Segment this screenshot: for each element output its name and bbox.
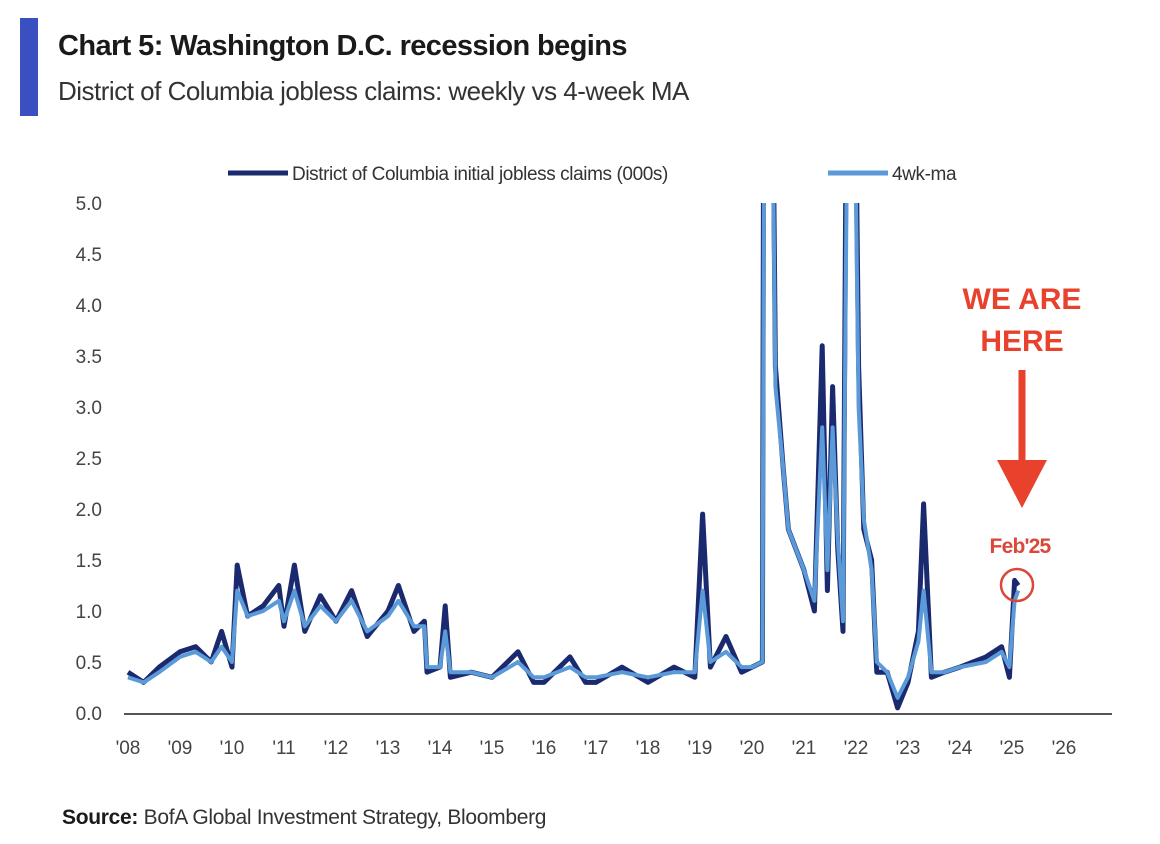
series-4wk-ma-line xyxy=(127,203,1021,700)
x-tick-label: '22 xyxy=(844,738,869,759)
x-tick-label: '15 xyxy=(480,738,505,759)
arrow-down-icon xyxy=(997,460,1047,508)
x-tick-label: '11 xyxy=(272,738,295,759)
y-tick-label: 1.0 xyxy=(76,602,102,623)
legend: District of Columbia initial jobless cla… xyxy=(228,164,957,185)
x-tick-label: '09 xyxy=(168,738,193,759)
annotation-line1: WE ARE xyxy=(963,283,1082,316)
y-tick-label: 2.5 xyxy=(76,449,102,470)
x-tick-label: '12 xyxy=(324,738,349,759)
y-tick-label: 0.5 xyxy=(76,653,102,674)
y-tick-label: 4.0 xyxy=(76,296,102,317)
source-label: Source: xyxy=(62,806,139,829)
y-tick-label: 0.0 xyxy=(76,704,102,725)
chart-subtitle: District of Columbia jobless claims: wee… xyxy=(58,76,689,106)
x-tick-label: '20 xyxy=(740,738,765,759)
legend-label-ma: 4wk-ma xyxy=(892,164,957,185)
annotation-line2: HERE xyxy=(980,325,1063,358)
x-tick-label: '26 xyxy=(1052,738,1077,759)
source-note: Source: BofA Global Investment Strategy,… xyxy=(62,806,547,830)
x-tick-label: '08 xyxy=(116,738,141,759)
annotation: WE ARE HERE Feb'25 xyxy=(963,283,1082,603)
marker-label: Feb'25 xyxy=(990,535,1052,558)
y-tick-label: 4.5 xyxy=(76,245,102,266)
series-weekly-line xyxy=(126,203,1021,711)
y-tick-label: 1.5 xyxy=(76,551,102,572)
y-tick-label: 2.0 xyxy=(76,500,102,521)
x-tick-label: '25 xyxy=(1000,738,1025,759)
x-tick-label: '19 xyxy=(688,738,713,759)
chart-title: Chart 5: Washington D.C. recession begin… xyxy=(58,30,628,62)
x-tick-label: '21 xyxy=(792,738,817,759)
y-tick-label: 5.0 xyxy=(76,194,102,215)
x-tick-label: '10 xyxy=(220,738,245,759)
x-tick-label: '13 xyxy=(376,738,401,759)
accent-bar xyxy=(20,18,38,116)
y-tick-label: 3.0 xyxy=(76,398,102,419)
x-tick-label: '24 xyxy=(948,738,973,759)
highlight-circle xyxy=(999,567,1035,603)
source-text: BofA Global Investment Strategy, Bloombe… xyxy=(138,806,547,829)
x-tick-label: '14 xyxy=(428,738,453,759)
x-tick-label: '18 xyxy=(636,738,661,759)
x-tick-label: '16 xyxy=(532,738,557,759)
x-tick-label: '23 xyxy=(896,738,921,759)
legend-label-weekly: District of Columbia initial jobless cla… xyxy=(292,164,668,185)
y-tick-label: 3.5 xyxy=(76,347,102,368)
x-tick-label: '17 xyxy=(584,738,609,759)
